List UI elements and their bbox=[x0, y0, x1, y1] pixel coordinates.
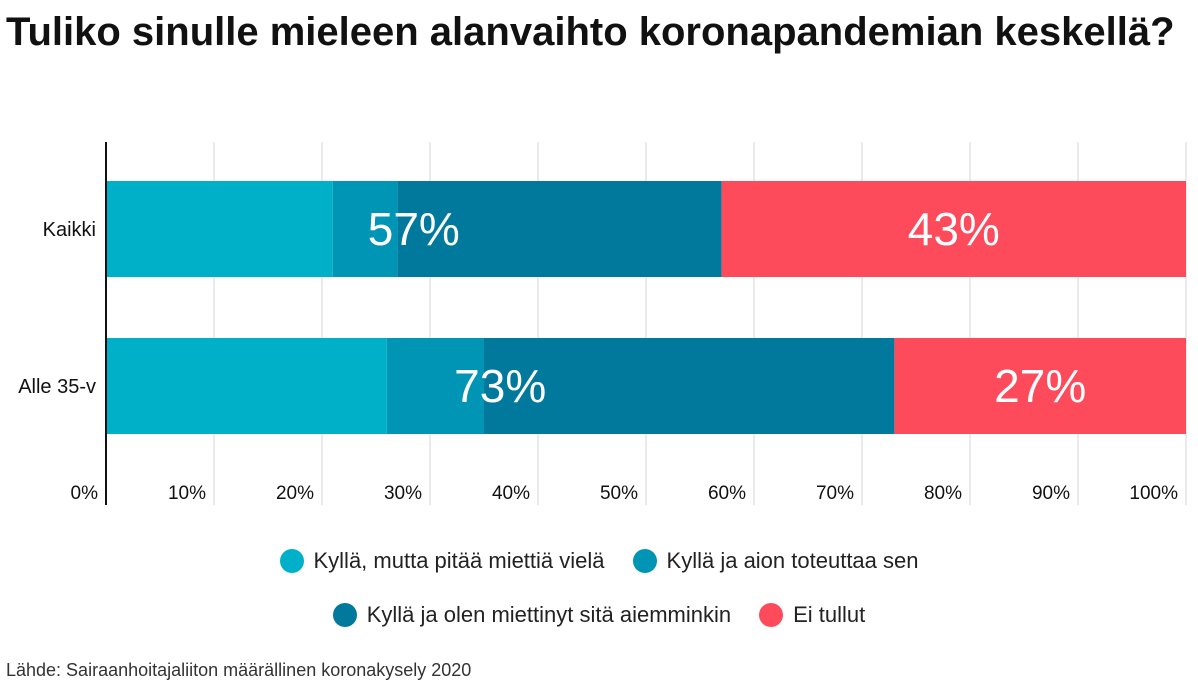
legend-item: Ei tullut bbox=[759, 602, 865, 628]
x-tick-label: 90% bbox=[1032, 483, 1070, 504]
bar-segment bbox=[106, 181, 333, 277]
stacked-bar-chart: 57% 43% 73% 27% Kaikki Alle 35-v 0% 10% 20% 30%… bbox=[18, 142, 1187, 505]
x-tick-label: 50% bbox=[600, 483, 638, 504]
x-tick-label: 60% bbox=[708, 483, 746, 504]
source-note: Lähde: Sairaanhoitajaliiton määrällinen … bbox=[6, 660, 472, 680]
legend-swatch-no bbox=[759, 603, 784, 627]
x-tick-label: 40% bbox=[492, 483, 530, 504]
legend-swatch-maybe bbox=[279, 549, 304, 573]
bar-segment bbox=[106, 338, 387, 434]
bar-segment bbox=[332, 181, 398, 277]
category-label: Alle 35-v bbox=[18, 376, 96, 398]
bar-segment bbox=[386, 338, 484, 434]
legend-label: Kyllä ja olen miettinyt sitä aiemminkin bbox=[366, 602, 732, 627]
legend-swatch-will-do bbox=[632, 549, 657, 573]
legend-row-2: Kyllä ja olen miettinyt sitä aiemminkin … bbox=[0, 602, 1198, 628]
x-tick-labels: 0% 10% 20% 30% 40% 50% 60% 70% 80% 90% 100% bbox=[71, 483, 1179, 504]
legend-item: Kyllä ja olen miettinyt sitä aiemminkin bbox=[332, 602, 732, 628]
x-tick-label: 80% bbox=[924, 483, 962, 504]
bar-value-label: 57% bbox=[368, 203, 460, 255]
legend-item: Kyllä, mutta pitää miettiä vielä bbox=[279, 548, 605, 574]
x-tick-label: 10% bbox=[168, 483, 206, 504]
legend-label: Kyllä ja aion toteuttaa sen bbox=[666, 548, 919, 573]
category-labels: Kaikki Alle 35-v bbox=[18, 219, 96, 398]
x-tick-label: 70% bbox=[816, 483, 854, 504]
bar-segment bbox=[721, 181, 1186, 277]
bar-segment bbox=[894, 338, 1186, 434]
legend-label: Ei tullut bbox=[793, 602, 866, 627]
bar-segment bbox=[484, 338, 895, 434]
bar-segment bbox=[397, 181, 722, 277]
category-label: Kaikki bbox=[43, 219, 96, 241]
x-tick-label: 20% bbox=[276, 483, 314, 504]
bar-value-label: 73% bbox=[454, 360, 546, 412]
legend-label: Kyllä, mutta pitää miettiä vielä bbox=[313, 548, 605, 573]
bar-value-labels: 57% 43% 73% 27% bbox=[368, 203, 1086, 412]
legend-item: Kyllä ja aion toteuttaa sen bbox=[632, 548, 919, 574]
legend-row-1: Kyllä, mutta pitää miettiä vielä Kyllä j… bbox=[0, 548, 1198, 574]
x-tick-label: 30% bbox=[384, 483, 422, 504]
x-tick-label: 0% bbox=[71, 483, 99, 504]
bars bbox=[106, 181, 1186, 434]
bar-value-label: 27% bbox=[994, 360, 1086, 412]
legend-swatch-considered-before bbox=[332, 603, 357, 627]
x-tick-label: 100% bbox=[1129, 483, 1178, 504]
chart-title: Tuliko sinulle mieleen alanvaihto korona… bbox=[6, 10, 1175, 54]
bar-value-label: 43% bbox=[908, 203, 1000, 255]
